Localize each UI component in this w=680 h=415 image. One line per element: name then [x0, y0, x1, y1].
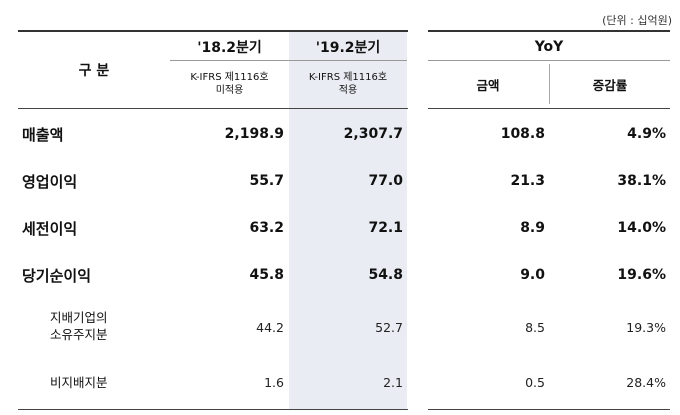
- row-label-non-controlling-interest: 비지배지분: [50, 374, 108, 390]
- row-label-revenue: 매출액: [22, 125, 64, 144]
- header-bottom-rule-right: [428, 108, 670, 109]
- non-controlling-interest-2019: 2.1: [383, 374, 403, 390]
- net-income-2018: 45.8: [249, 267, 284, 283]
- bottom-rule-right: [428, 409, 670, 410]
- net-income-2019: 54.8: [368, 267, 403, 283]
- revenue-yoy-amount: 108.8: [500, 126, 545, 142]
- header-2019-sub-line1: K-IFRS 제1116호: [308, 72, 388, 83]
- header-2019-q2: '19.2분기: [315, 40, 381, 56]
- unit-note: (단위 : 십억원): [602, 14, 672, 27]
- header-yoy-vline: [549, 64, 550, 104]
- row-label-controlling-line1: 지배기업의: [50, 310, 108, 325]
- operating-income-yoy-amount: 21.3: [510, 173, 545, 189]
- pretax-income-2018: 63.2: [249, 220, 284, 236]
- revenue-2019: 2,307.7: [343, 126, 403, 142]
- header-2018-q2: '18.2분기: [197, 40, 262, 56]
- controlling-interest-yoy-rate: 19.3%: [626, 319, 666, 335]
- header-yoy-rate: 증감률: [592, 77, 628, 93]
- header-2019-sub-line2: 적용: [338, 85, 358, 96]
- bottom-rule-left: [18, 409, 408, 410]
- header-yoy: YoY: [534, 39, 564, 55]
- controlling-interest-yoy-amount: 8.5: [525, 319, 545, 335]
- header-2018-sub-line1: K-IFRS 제1116호: [190, 72, 269, 83]
- top-rule-right: [428, 30, 670, 32]
- revenue-2018: 2,198.9: [224, 126, 284, 142]
- header-2018-divider: [170, 60, 289, 61]
- non-controlling-interest-yoy-amount: 0.5: [525, 374, 545, 390]
- controlling-interest-2019: 52.7: [375, 319, 403, 335]
- header-category: 구 분: [78, 63, 110, 79]
- pretax-income-yoy-amount: 8.9: [520, 220, 545, 236]
- revenue-yoy-rate: 4.9%: [627, 126, 666, 142]
- net-income-yoy-rate: 19.6%: [617, 267, 666, 283]
- row-label-controlling-interest: 지배기업의 소유주지분: [50, 309, 160, 345]
- header-bottom-rule-left: [18, 108, 408, 109]
- pretax-income-yoy-rate: 14.0%: [617, 220, 666, 236]
- pretax-income-2019: 72.1: [368, 220, 403, 236]
- header-2019-sub: K-IFRS 제1116호 적용: [289, 64, 407, 104]
- top-rule-left: [18, 30, 408, 32]
- controlling-interest-2018: 44.2: [256, 319, 284, 335]
- row-label-controlling-line2: 소유주지분: [50, 327, 108, 342]
- operating-income-2018: 55.7: [249, 173, 284, 189]
- row-label-pretax-income: 세전이익: [22, 219, 78, 238]
- header-yoy-divider: [428, 60, 670, 61]
- operating-income-2019: 77.0: [368, 173, 403, 189]
- highlight-column-2019: [289, 30, 407, 410]
- row-label-operating-income: 영업이익: [22, 172, 78, 191]
- header-2018-sub: K-IFRS 제1116호 미적용: [170, 64, 289, 104]
- operating-income-yoy-rate: 38.1%: [617, 173, 666, 189]
- row-label-net-income: 당기순이익: [22, 266, 92, 285]
- net-income-yoy-amount: 9.0: [520, 267, 545, 283]
- non-controlling-interest-yoy-rate: 28.4%: [626, 374, 666, 390]
- non-controlling-interest-2018: 1.6: [264, 374, 284, 390]
- header-yoy-amount: 금액: [476, 77, 500, 93]
- header-2019-divider: [289, 60, 407, 61]
- header-2018-sub-line2: 미적용: [215, 85, 244, 96]
